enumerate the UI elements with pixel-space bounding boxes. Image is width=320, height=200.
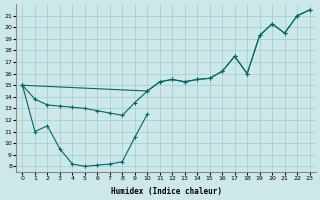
X-axis label: Humidex (Indice chaleur): Humidex (Indice chaleur) bbox=[110, 187, 221, 196]
